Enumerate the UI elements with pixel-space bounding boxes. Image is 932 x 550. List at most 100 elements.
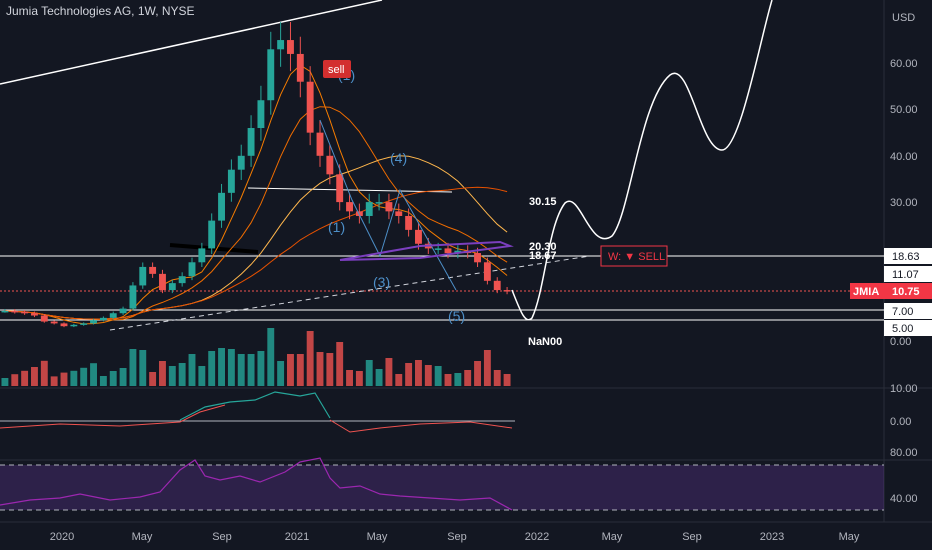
ticker-price: 10.75 (892, 286, 920, 298)
candle-body (454, 250, 462, 254)
candle-body (257, 100, 265, 129)
time-axis-label: Sep (212, 531, 232, 543)
moving-average-line (4, 186, 508, 320)
volume-bar (385, 358, 393, 386)
price-box-18-63[interactable]: 18.63 (884, 248, 932, 264)
volume-bar (168, 366, 176, 386)
candle-body (395, 211, 403, 216)
candle-body (60, 323, 68, 327)
candle-body (218, 192, 225, 221)
neckline-bar[interactable] (169, 243, 259, 254)
volume-bar (326, 353, 334, 386)
volume-bar (257, 351, 265, 386)
price-box-7[interactable]: 7.00 (884, 303, 932, 319)
candles (1, 21, 511, 328)
price-axis-label: 30.00 (890, 197, 918, 209)
wave-label: (4) (390, 150, 407, 166)
sell-marker[interactable]: sell (323, 60, 351, 78)
candle-body (434, 248, 442, 250)
resistance-line[interactable] (247, 187, 453, 193)
candle-body (385, 202, 393, 212)
moving-average-line (4, 64, 508, 325)
time-axis-label: May (132, 531, 153, 543)
candle-body (70, 324, 78, 327)
moving-averages (4, 64, 508, 325)
time-axis-label: Sep (682, 531, 702, 543)
support-trendline[interactable] (109, 255, 591, 331)
volume-bar (11, 374, 19, 386)
volume-bar (355, 371, 363, 386)
candle-body (415, 229, 422, 244)
candle-body (227, 169, 235, 193)
candle-body (474, 253, 481, 263)
candle-body (287, 40, 294, 54)
candle-body (1, 310, 9, 313)
sell-label: sell (328, 64, 345, 76)
volume-bar (405, 363, 413, 386)
volume-bar (99, 376, 107, 386)
volume-axis-label: 10.00 (890, 383, 918, 395)
sell-signal-box[interactable]: W: ▼ SELL (600, 245, 668, 267)
volume-bar (434, 366, 442, 386)
candle-body (99, 317, 107, 321)
volume-bar (31, 367, 38, 386)
candle-body (178, 276, 186, 284)
candle-body (365, 202, 373, 216)
volume-bar (50, 376, 58, 386)
indicator2-axis-label: 80.00 (890, 447, 918, 459)
wave-label: (3) (373, 274, 390, 290)
volume-bar (415, 360, 422, 386)
candle-body (326, 155, 334, 175)
volume-bar (149, 372, 157, 386)
candle-body (149, 266, 157, 274)
moving-average-line (4, 155, 508, 320)
candle-body (80, 323, 88, 325)
candle-body (247, 128, 255, 156)
volume-bar (247, 354, 255, 386)
volume-bar (60, 372, 68, 386)
upper-trendline[interactable] (0, 0, 383, 85)
indicator1-axis-label: 0.00 (890, 416, 911, 428)
candle-body (109, 313, 117, 318)
wave-label: (1) (328, 219, 345, 235)
candle-body (168, 283, 176, 291)
volume-bar (1, 378, 9, 386)
time-axis-label: May (839, 531, 860, 543)
time-axis-label: 2023 (760, 531, 784, 543)
rsi-band (0, 465, 884, 510)
candle-body (40, 315, 48, 322)
volume-bar (178, 363, 186, 386)
candle-body (493, 280, 501, 291)
volume-bar (40, 360, 48, 386)
candle-body (346, 202, 353, 212)
candle-body (21, 311, 29, 314)
volume-bar (296, 354, 304, 386)
volume-bar (395, 374, 403, 386)
volume-bar (424, 365, 432, 386)
price-axis-label: 50.00 (890, 104, 918, 116)
volume-bar (237, 354, 245, 386)
volume-bar (346, 370, 353, 386)
moving-average-line (4, 106, 508, 321)
indicator1-green (179, 391, 331, 421)
svg-text:7.00: 7.00 (892, 306, 913, 318)
candle-body (188, 262, 196, 277)
nan-label: NaN00 (528, 336, 562, 348)
volume-bar (316, 352, 324, 386)
candle-body (296, 53, 304, 82)
volume-bar (277, 361, 285, 386)
price-axis-label: 0.00 (890, 336, 911, 348)
volume-bar (267, 328, 275, 386)
volume-bar (227, 349, 235, 386)
price-box-11-07[interactable]: 11.07 (884, 266, 932, 282)
volume-bar (493, 370, 501, 386)
time-axis[interactable]: 2020 May Sep 2021 May Sep 2022 May Sep 2023 May (50, 531, 860, 543)
price-box-5[interactable]: 5.00 (884, 320, 932, 336)
volume-bar (454, 373, 462, 386)
candle-body (119, 308, 127, 314)
candle-body (31, 313, 38, 316)
ticker-price-tag[interactable]: JMIA 10.75 (850, 283, 932, 299)
candle-body (139, 266, 147, 286)
volume-bar (90, 363, 97, 386)
